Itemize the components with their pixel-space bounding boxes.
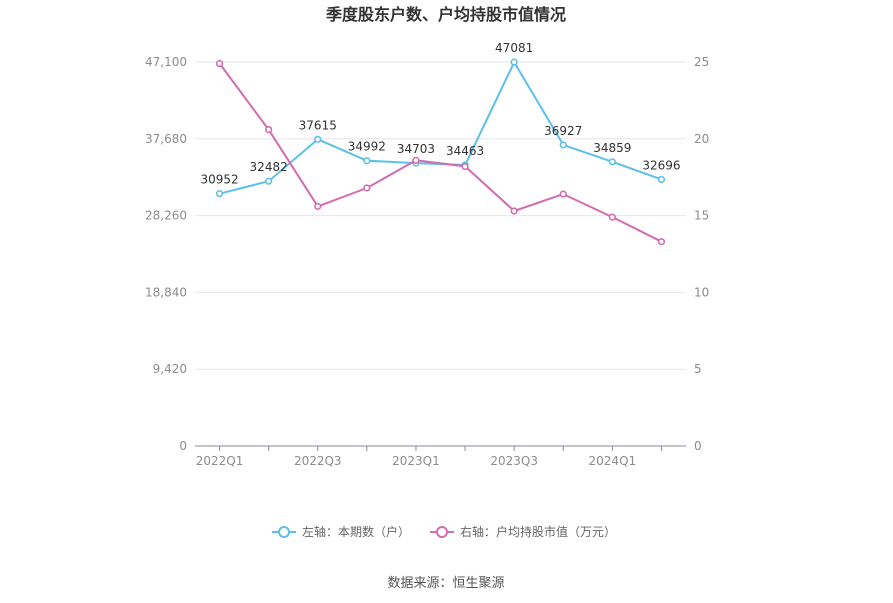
data-point[interactable] (314, 202, 322, 210)
data-point[interactable] (510, 207, 518, 215)
left-tick-label: 9,420 (153, 362, 187, 376)
left-tick-label: 28,260 (145, 209, 187, 223)
data-label: 36927 (544, 124, 582, 138)
right-tick-label: 15 (694, 209, 709, 223)
data-label: 32696 (642, 158, 680, 172)
x-tick-label: 2022Q1 (196, 454, 244, 468)
chart-title: 季度股东户数、户均持股市值情况 (325, 5, 566, 24)
data-point[interactable] (363, 184, 371, 192)
source-note: 数据来源：恒生聚源 (387, 576, 504, 591)
data-label: 30952 (200, 173, 238, 187)
x-axis: 2022Q1 2022Q3 2023Q1 2023Q3 2024Q1 (195, 445, 686, 468)
x-tick-label: 2023Q3 (490, 454, 538, 468)
data-point[interactable] (215, 59, 224, 68)
data-label: 32482 (250, 160, 288, 174)
right-tick-label: 20 (694, 132, 709, 146)
legend-swatch-marker (278, 526, 290, 538)
data-label: 34992 (348, 140, 386, 154)
data-point[interactable] (215, 190, 224, 198)
legend-swatch-marker (436, 526, 448, 538)
data-point[interactable] (608, 213, 616, 221)
legend-item[interactable]: 右轴：户均持股市值（万元） (430, 524, 616, 539)
right-tick-label: 5 (694, 362, 702, 376)
legend[interactable]: 左轴：本期数（户） 右轴：户均持股市值（万元） (272, 524, 616, 539)
data-point[interactable] (657, 175, 666, 184)
data-point[interactable] (608, 158, 616, 166)
legend-label: 右轴：户均持股市值（万元） (460, 524, 616, 539)
data-point[interactable] (314, 135, 322, 143)
x-tick-label: 2023Q1 (392, 454, 440, 468)
data-label: 37615 (299, 118, 337, 132)
legend-item[interactable]: 左轴：本期数（户） (272, 524, 410, 539)
right-tick-label: 0 (694, 439, 702, 453)
left-tick-label: 47,100 (145, 55, 187, 69)
x-tick-label: 2024Q1 (589, 454, 637, 468)
series-layer: 30952 32482 37615 34992 34703 34463 47081 36927… (200, 41, 681, 246)
data-point[interactable] (412, 156, 420, 164)
grid (195, 61, 686, 370)
left-axis-ticks: 0 9,420 18,840 28,260 37,680 47,100 (145, 55, 187, 453)
right-tick-label: 10 (694, 285, 709, 299)
data-point[interactable] (363, 157, 371, 165)
right-tick-label: 25 (694, 55, 709, 69)
right-axis-ticks: 0 5 10 15 20 25 (694, 55, 709, 453)
data-point[interactable] (559, 190, 567, 198)
data-point[interactable] (657, 238, 666, 246)
series-left: 30952 32482 37615 34992 34703 34463 47081 36927… (200, 41, 681, 198)
data-point[interactable] (265, 125, 273, 134)
left-tick-label: 37,680 (145, 132, 187, 146)
data-label: 34463 (446, 144, 484, 158)
data-label: 34703 (397, 142, 435, 156)
data-label: 34859 (593, 141, 631, 155)
data-point[interactable] (265, 177, 273, 185)
series-right (215, 59, 666, 246)
left-tick-label: 18,840 (145, 285, 187, 299)
data-point[interactable] (510, 58, 518, 66)
x-tick-label: 2022Q3 (294, 454, 342, 468)
data-point[interactable] (461, 162, 469, 171)
left-tick-label: 0 (179, 439, 187, 453)
series-line (218, 62, 662, 243)
data-point[interactable] (559, 141, 567, 149)
data-label: 47081 (495, 41, 533, 55)
legend-label: 左轴：本期数（户） (302, 524, 410, 539)
